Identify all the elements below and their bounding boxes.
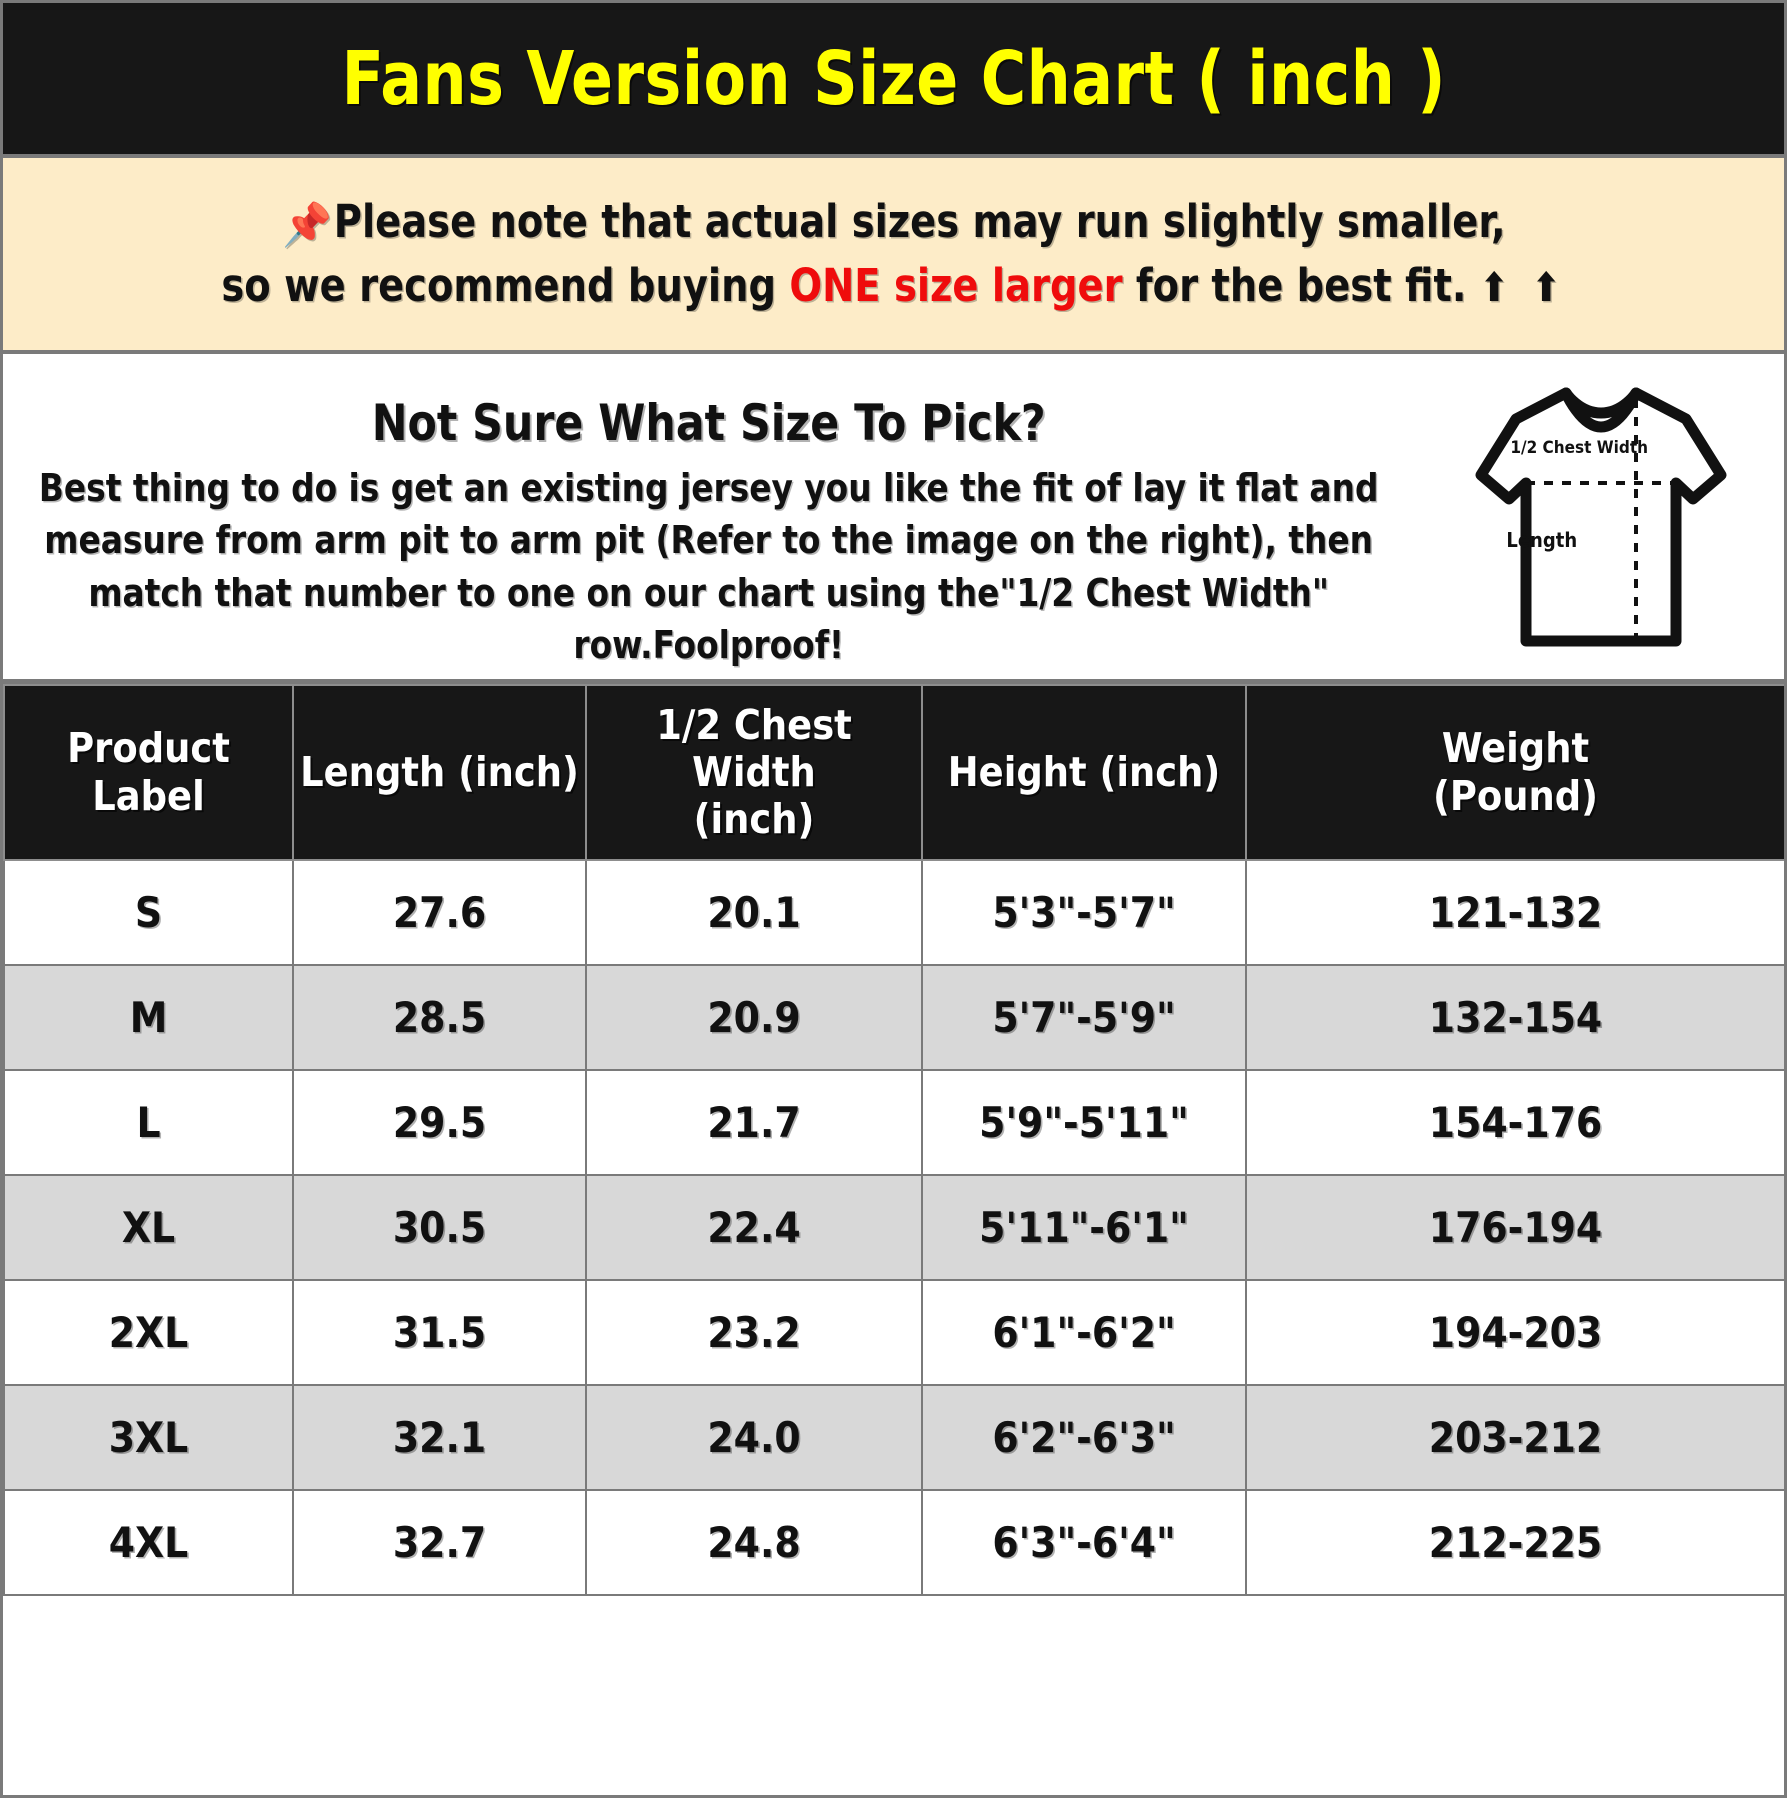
note-highlight: ONE size larger [789, 259, 1123, 313]
size-table: Product Label Length (inch) 1/2 Chest Wi… [3, 684, 1784, 1596]
column-header-weight: Weight (Pound) [1245, 684, 1784, 861]
column-header-height: Height (inch) [921, 684, 1247, 861]
cell-weight: 212-225 [1245, 1489, 1784, 1596]
header-line: Product [67, 724, 230, 773]
cell-length: 29.5 [292, 1069, 587, 1176]
cell-chest-width: 23.2 [585, 1279, 923, 1386]
cell-weight: 121-132 [1245, 859, 1784, 966]
note-line-2: so we recommend buying ONE size larger f… [221, 254, 1566, 318]
cell-weight: 203-212 [1245, 1384, 1784, 1491]
header-line: Weight [1441, 724, 1590, 773]
help-title: Not Sure What Size To Pick? [371, 394, 1046, 452]
cell-height: 6'3"-6'4" [921, 1489, 1247, 1596]
table-row: L 29.5 21.7 5'9"-5'11" 154-176 [3, 1069, 1784, 1176]
cell-chest-width: 24.0 [585, 1384, 923, 1491]
cell-product-label: 4XL [3, 1489, 294, 1596]
cell-weight: 176-194 [1245, 1174, 1784, 1281]
cell-height: 5'9"-5'11" [921, 1069, 1247, 1176]
chest-width-label: 1/2 Chest Width [1510, 438, 1649, 458]
cell-product-label: L [3, 1069, 294, 1176]
header-line: Label [92, 771, 205, 820]
note-line-2-prefix: so we recommend buying [221, 259, 790, 313]
cell-chest-width: 24.8 [585, 1489, 923, 1596]
cell-length: 28.5 [292, 964, 587, 1071]
cell-chest-width: 20.9 [585, 964, 923, 1071]
table-row: 2XL 31.5 23.2 6'1"-6'2" 194-203 [3, 1279, 1784, 1386]
note-banner: 📌Please note that actual sizes may run s… [3, 158, 1784, 354]
cell-product-label: 3XL [3, 1384, 294, 1491]
table-row: XL 30.5 22.4 5'11"-6'1" 176-194 [3, 1174, 1784, 1281]
cell-height: 5'11"-6'1" [921, 1174, 1247, 1281]
header-line: (Pound) [1432, 771, 1599, 820]
note-line-2-suffix: for the best fit. [1122, 259, 1480, 313]
pushpin-icon: 📌 [281, 199, 332, 249]
cell-length: 31.5 [292, 1279, 587, 1386]
arrow-up-icon: ⬆ ⬆ [1479, 265, 1566, 312]
cell-length: 27.6 [292, 859, 587, 966]
help-text-block: Not Sure What Size To Pick? Best thing t… [3, 354, 1418, 679]
cell-product-label: 2XL [3, 1279, 294, 1386]
tshirt-icon [1475, 387, 1727, 647]
help-body-line: match that number to one on our chart us… [88, 570, 1330, 615]
cell-product-label: S [3, 859, 294, 966]
measuring-help-section: Not Sure What Size To Pick? Best thing t… [3, 354, 1784, 684]
note-line-1-text: Please note that actual sizes may run sl… [333, 194, 1506, 248]
table-row: M 28.5 20.9 5'7"-5'9" 132-154 [3, 964, 1784, 1071]
help-body-line: Best thing to do is get an existing jers… [38, 466, 1379, 510]
cell-height: 6'2"-6'3" [921, 1384, 1247, 1491]
cell-product-label: M [3, 964, 294, 1071]
column-header-length: Length (inch) [292, 684, 587, 861]
cell-weight: 194-203 [1245, 1279, 1784, 1386]
cell-product-label: XL [3, 1174, 294, 1281]
cell-weight: 154-176 [1245, 1069, 1784, 1176]
column-header-product-label: Product Label [3, 684, 294, 861]
length-label: Length [1506, 528, 1578, 552]
cell-weight: 132-154 [1245, 964, 1784, 1071]
tshirt-diagram: 1/2 Chest Width Length [1418, 354, 1784, 679]
cell-length: 30.5 [292, 1174, 587, 1281]
table-row: 3XL 32.1 24.0 6'2"-6'3" 203-212 [3, 1384, 1784, 1491]
page-title: Fans Version Size Chart ( inch ) [341, 35, 1446, 122]
note-line-1: 📌Please note that actual sizes may run s… [282, 190, 1505, 255]
cell-length: 32.7 [292, 1489, 587, 1596]
table-row: 4XL 32.7 24.8 6'3"-6'4" 212-225 [3, 1489, 1784, 1596]
cell-chest-width: 21.7 [585, 1069, 923, 1176]
cell-length: 32.1 [292, 1384, 587, 1491]
cell-chest-width: 22.4 [585, 1174, 923, 1281]
table-row: S 27.6 20.1 5'3"-5'7" 121-132 [3, 859, 1784, 966]
cell-height: 5'3"-5'7" [921, 859, 1247, 966]
table-body: S 27.6 20.1 5'3"-5'7" 121-132 M 28.5 20.9 5'7"-5… [3, 859, 1784, 1596]
cell-height: 6'1"-6'2" [921, 1279, 1247, 1386]
help-body: Best thing to do is get an existing jers… [39, 462, 1379, 672]
header-line: (inch) [693, 795, 815, 844]
cell-chest-width: 20.1 [585, 859, 923, 966]
table-header: Product Label Length (inch) 1/2 Chest Wi… [3, 684, 1784, 861]
header-row: Product Label Length (inch) 1/2 Chest Wi… [3, 684, 1784, 861]
column-header-chest-width: 1/2 Chest Width (inch) [585, 684, 923, 861]
cell-height: 5'7"-5'9" [921, 964, 1247, 1071]
help-body-line: measure from arm pit to arm pit (Refer t… [44, 518, 1374, 563]
help-body-line: row.Foolproof! [573, 623, 844, 668]
header-line: 1/2 Chest Width [656, 700, 852, 796]
title-banner: Fans Version Size Chart ( inch ) [3, 3, 1784, 158]
